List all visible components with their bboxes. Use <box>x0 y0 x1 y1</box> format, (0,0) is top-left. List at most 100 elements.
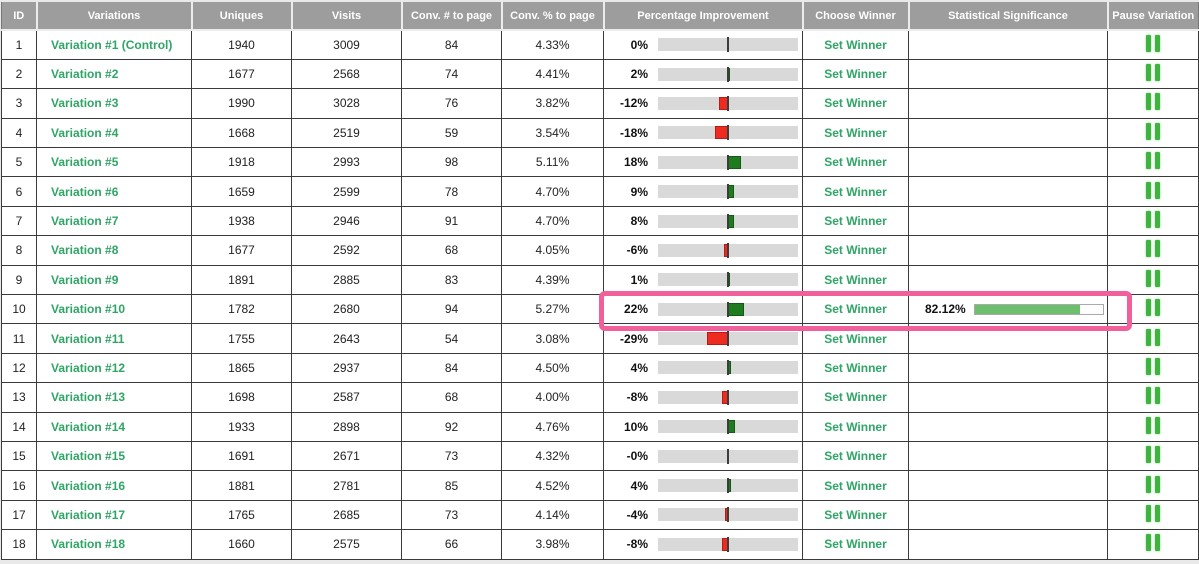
pause-icon[interactable] <box>1146 269 1160 287</box>
visits-value: 2575 <box>291 529 402 560</box>
table-row: 6 Variation #6 1659 2599 78 4.70% 9% Set… <box>1 176 1199 207</box>
set-winner-link[interactable]: Set Winner <box>824 478 887 493</box>
pause-icon[interactable] <box>1146 504 1160 522</box>
table-row: 3 Variation #3 1990 3028 76 3.82% -12% S… <box>1 88 1199 119</box>
column-header-conv-num: Conv. # to page <box>400 2 503 31</box>
table-row: 7 Variation #7 1938 2946 91 4.70% 8% Set… <box>1 205 1199 237</box>
variation-link[interactable]: Variation #7 <box>51 214 119 229</box>
set-winner-link[interactable]: Set Winner <box>824 537 887 552</box>
variation-link[interactable]: Variation #1 (Control) <box>51 37 173 52</box>
set-winner-link[interactable]: Set Winner <box>824 96 887 111</box>
variation-link[interactable]: Variation #9 <box>51 272 119 287</box>
pause-icon[interactable] <box>1146 122 1160 140</box>
variation-link[interactable]: Variation #8 <box>51 243 119 258</box>
set-winner-link[interactable]: Set Winner <box>824 272 887 287</box>
table-row: 16 Variation #16 1881 2781 85 4.52% 4% S… <box>1 470 1199 501</box>
improvement-bar <box>658 272 798 288</box>
row-id: 4 <box>1 117 37 149</box>
improvement-label: 8% <box>630 214 648 229</box>
table-row: 5 Variation #5 1918 2993 98 5.11% 18% Se… <box>1 147 1199 178</box>
conversions-value: 66 <box>401 529 502 560</box>
pause-icon[interactable] <box>1146 240 1160 258</box>
pause-icon[interactable] <box>1146 93 1160 111</box>
set-winner-link[interactable]: Set Winner <box>824 243 887 258</box>
pause-icon[interactable] <box>1146 475 1160 493</box>
pause-icon[interactable] <box>1146 152 1160 170</box>
set-winner-link[interactable]: Set Winner <box>824 449 887 464</box>
pause-icon[interactable] <box>1146 34 1160 52</box>
row-id: 10 <box>1 294 37 325</box>
table-row: 14 Variation #14 1933 2898 92 4.76% 10% … <box>1 411 1199 442</box>
set-winner-link[interactable]: Set Winner <box>824 155 887 170</box>
variation-link[interactable]: Variation #14 <box>51 419 126 434</box>
improvement-bar <box>658 213 798 229</box>
uniques-value: 1698 <box>191 382 292 413</box>
improvement-cell: -8% <box>608 536 802 552</box>
column-header-improvement: Percentage Improvement <box>602 2 804 31</box>
variation-link[interactable]: Variation #18 <box>51 537 126 552</box>
variation-link[interactable]: Variation #3 <box>51 96 119 111</box>
variation-link[interactable]: Variation #15 <box>51 449 126 464</box>
column-header-conv-pct: Conv. % to page <box>500 2 605 31</box>
row-id: 6 <box>1 176 37 207</box>
set-winner-link[interactable]: Set Winner <box>824 419 887 434</box>
column-header-visits: Visits <box>290 2 403 31</box>
set-winner-link[interactable]: Set Winner <box>824 214 887 229</box>
set-winner-link[interactable]: Set Winner <box>824 67 887 82</box>
set-winner-link[interactable]: Set Winner <box>824 125 887 140</box>
pause-icon[interactable] <box>1146 299 1160 317</box>
set-winner-link[interactable]: Set Winner <box>824 331 887 346</box>
pause-icon[interactable] <box>1146 64 1160 82</box>
pause-icon[interactable] <box>1146 211 1160 229</box>
variation-link[interactable]: Variation #6 <box>51 184 119 199</box>
set-winner-link[interactable]: Set Winner <box>824 360 887 375</box>
pause-icon[interactable] <box>1146 328 1160 346</box>
pause-icon[interactable] <box>1146 534 1160 552</box>
variation-link[interactable]: Variation #11 <box>51 331 125 346</box>
variation-link[interactable]: Variation #2 <box>51 67 119 82</box>
table-row: 11 Variation #11 1755 2643 54 3.08% -29%… <box>1 323 1199 354</box>
conversions-value: 98 <box>401 147 502 178</box>
improvement-bar <box>658 125 798 141</box>
pause-icon[interactable] <box>1146 446 1160 464</box>
pause-icon[interactable] <box>1146 416 1160 434</box>
variation-link[interactable]: Variation #10 <box>51 302 126 317</box>
set-winner-link[interactable]: Set Winner <box>824 184 887 199</box>
improvement-cell: 2% <box>608 66 802 82</box>
table-row: 4 Variation #4 1668 2519 59 3.54% -18% S… <box>1 117 1199 149</box>
set-winner-link[interactable]: Set Winner <box>824 302 887 317</box>
set-winner-link[interactable]: Set Winner <box>824 507 887 522</box>
improvement-zero-tick <box>727 331 729 347</box>
improvement-label: 9% <box>630 184 648 199</box>
pause-icon[interactable] <box>1146 181 1160 199</box>
conversion-rate-value: 5.27% <box>501 294 604 325</box>
conversion-rate-value: 3.54% <box>501 117 604 149</box>
improvement-bar <box>658 419 798 435</box>
visits-value: 2568 <box>291 58 402 90</box>
pause-icon[interactable] <box>1146 387 1160 405</box>
variation-link[interactable]: Variation #4 <box>51 125 119 140</box>
pause-icon[interactable] <box>1146 357 1160 375</box>
improvement-bar <box>658 66 798 82</box>
row-id: 18 <box>1 529 37 560</box>
variation-link[interactable]: Variation #12 <box>51 360 126 375</box>
row-id: 11 <box>1 323 37 354</box>
variation-link[interactable]: Variation #5 <box>51 155 119 170</box>
variation-link[interactable]: Variation #17 <box>51 507 126 522</box>
improvement-zero-tick <box>727 272 729 288</box>
uniques-value: 1782 <box>191 294 292 325</box>
variation-link[interactable]: Variation #16 <box>51 478 126 493</box>
set-winner-link[interactable]: Set Winner <box>824 37 887 52</box>
table-row: 8 Variation #8 1677 2592 68 4.05% -6% Se… <box>1 235 1199 266</box>
uniques-value: 1660 <box>191 529 292 560</box>
uniques-value: 1940 <box>191 29 292 60</box>
improvement-label: 2% <box>630 67 648 82</box>
set-winner-link[interactable]: Set Winner <box>824 390 887 405</box>
variation-link[interactable]: Variation #13 <box>51 390 126 405</box>
conversions-value: 91 <box>401 205 502 237</box>
improvement-label: -8% <box>626 390 648 405</box>
conversion-rate-value: 4.00% <box>501 382 604 413</box>
improvement-label: 4% <box>630 478 648 493</box>
conversions-value: 84 <box>401 352 502 384</box>
improvement-zero-tick <box>727 125 729 141</box>
